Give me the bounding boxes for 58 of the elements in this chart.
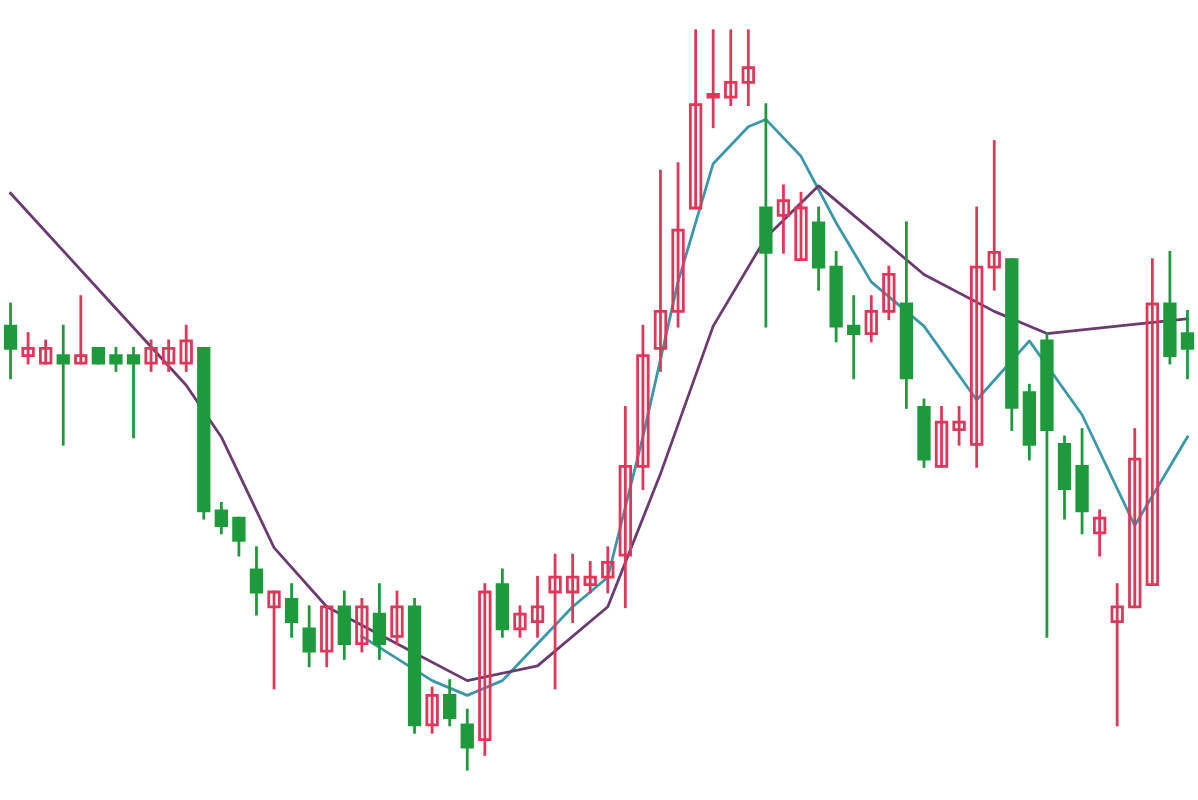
candlestick	[671, 162, 685, 328]
candlestick	[21, 332, 35, 365]
candlestick	[372, 583, 387, 660]
candlestick	[3, 302, 18, 380]
candlestick	[337, 590, 351, 660]
candlestick	[126, 346, 141, 439]
candlestick	[970, 206, 984, 468]
candlestick	[706, 29, 720, 129]
candlestick	[847, 295, 861, 380]
candlestick	[460, 708, 474, 771]
candlestick	[636, 324, 650, 491]
candlestick	[1128, 428, 1142, 609]
candlestick	[794, 191, 808, 262]
candlestick	[548, 553, 562, 690]
candlestick	[583, 561, 597, 594]
candlestick	[741, 29, 755, 107]
candlestick	[39, 339, 53, 365]
candlestick	[74, 295, 88, 365]
candlestick	[1110, 583, 1124, 727]
candlestick	[390, 590, 404, 646]
candlestick	[776, 184, 791, 254]
candlestick	[320, 605, 334, 668]
candlestick	[724, 29, 738, 107]
candlestick	[811, 206, 826, 291]
candlestick	[1092, 509, 1107, 557]
candlestick	[864, 295, 878, 343]
candlestick	[425, 686, 439, 734]
candlestick	[934, 405, 949, 468]
candlestick	[759, 103, 773, 328]
candlestick	[355, 597, 369, 653]
candlestick	[443, 679, 457, 727]
candlestick	[144, 339, 158, 372]
candlestick	[688, 29, 703, 210]
candlestick	[1075, 428, 1089, 535]
candlestick	[109, 346, 123, 372]
candlestick	[56, 324, 70, 446]
candlestick	[1057, 435, 1072, 520]
candlestick	[952, 405, 966, 446]
candlestick	[495, 568, 510, 638]
candlestick	[267, 590, 281, 690]
candlestick	[882, 265, 896, 321]
candlestick	[513, 605, 527, 638]
candlestick	[1145, 258, 1159, 587]
candlestick	[249, 546, 264, 616]
candlestick	[214, 501, 228, 535]
candlestick	[161, 339, 176, 372]
candlestick	[565, 553, 580, 623]
candlestick	[530, 575, 545, 638]
candlestick	[987, 140, 1001, 291]
candlestick	[179, 324, 193, 372]
candlestick	[601, 546, 615, 594]
candlestick	[653, 169, 668, 372]
candlestick	[618, 405, 633, 609]
candlestick	[478, 583, 492, 756]
candlestick	[232, 516, 246, 557]
candlestick	[302, 605, 316, 668]
candlestick	[284, 583, 299, 638]
candlestick	[1180, 309, 1195, 380]
